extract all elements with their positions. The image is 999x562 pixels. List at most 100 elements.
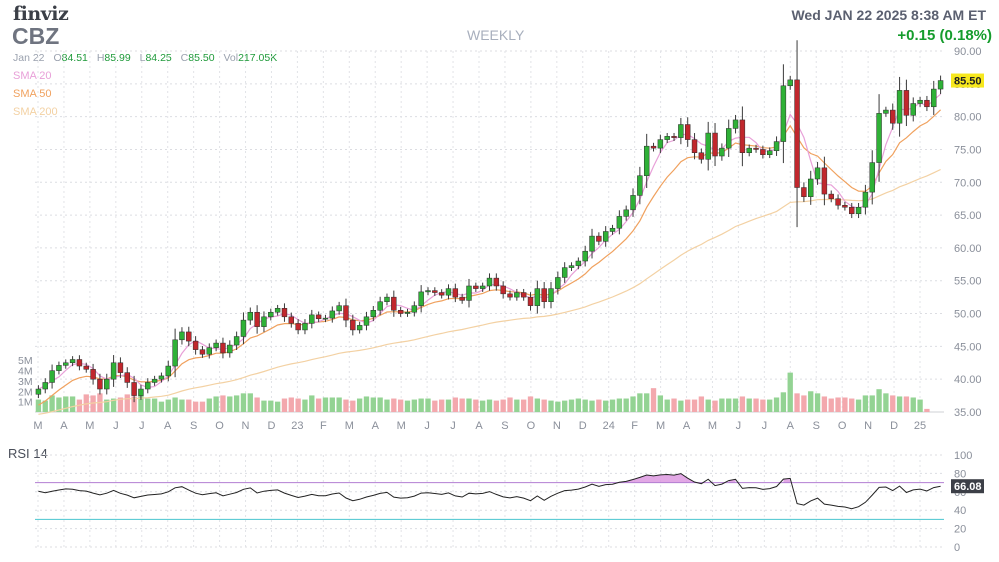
candle-body <box>404 311 411 314</box>
finviz-logo[interactable]: finviz <box>13 3 69 25</box>
candle-body <box>732 119 739 129</box>
candle-body <box>63 362 69 366</box>
candle-body <box>602 231 609 242</box>
candle-body <box>883 109 889 114</box>
candle-body <box>643 145 650 176</box>
close-label: C <box>180 52 189 64</box>
candle-body <box>794 79 800 188</box>
candle-body <box>589 235 595 252</box>
volume-bar <box>876 389 882 412</box>
volume-bar <box>322 397 329 412</box>
volume-bar <box>151 398 158 412</box>
candle-body <box>849 206 855 215</box>
volume-bar <box>746 398 752 412</box>
candle-body <box>322 317 329 320</box>
candle-body <box>835 198 841 206</box>
volume-tick-label: 1M <box>18 397 33 409</box>
volume-bar <box>657 395 664 412</box>
volume-bar <box>555 401 561 412</box>
candle-body <box>787 79 793 87</box>
timeframe-label: WEEKLY <box>467 27 525 43</box>
candle-body <box>83 365 89 370</box>
volume-bar <box>582 399 588 412</box>
volume-bar <box>104 399 110 412</box>
volume-bar <box>438 399 445 412</box>
volume-bar <box>486 399 493 412</box>
volume-bar <box>432 400 438 412</box>
volume-bar <box>493 400 500 412</box>
volume-bar <box>671 398 677 412</box>
volume-bar <box>739 396 746 412</box>
volume-bar <box>910 397 916 412</box>
candle-body <box>746 147 752 153</box>
time-tick-label: N <box>864 420 872 432</box>
low-label: L <box>139 52 146 64</box>
rsi-label: RSI 14 <box>8 446 48 461</box>
candle-body <box>104 378 110 390</box>
sma20-legend[interactable]: SMA 20 <box>13 70 52 82</box>
candle-body <box>931 88 937 108</box>
volume-bar <box>808 391 814 412</box>
volume-bar <box>862 395 869 412</box>
open-label: O <box>53 52 62 64</box>
volume-bar <box>404 400 411 412</box>
sma200-line <box>38 168 941 415</box>
volume-bar <box>562 400 568 412</box>
time-tick-label: A <box>683 420 691 432</box>
volume-bar <box>589 400 595 412</box>
time-tick-label: N <box>553 420 561 432</box>
candle-body <box>329 310 336 319</box>
candle-body <box>719 147 725 157</box>
candle-body <box>500 285 506 295</box>
candle-body <box>555 277 561 289</box>
volume-bar <box>192 401 199 412</box>
candle-body <box>384 296 390 302</box>
candle-body <box>568 265 575 268</box>
volume-bar <box>575 398 582 412</box>
volume-tick-label: 3M <box>18 376 33 388</box>
time-tick-label: M <box>708 420 717 432</box>
time-tick-label: A <box>60 420 68 432</box>
candle-body <box>917 99 923 104</box>
volume-bar <box>794 393 800 412</box>
volume-label: Vol <box>223 52 239 64</box>
candle-body <box>520 292 527 298</box>
volume-bar <box>350 400 356 412</box>
current-price-label: 85.50 <box>954 76 982 88</box>
volume-bar <box>753 398 759 412</box>
volume-bar <box>596 399 602 412</box>
candle-body <box>596 235 602 242</box>
rsi-tick-label: 20 <box>954 524 966 536</box>
volume-bar <box>828 398 834 412</box>
candle-body <box>541 288 547 302</box>
candle-body <box>288 316 295 324</box>
sma200-legend[interactable]: SMA 200 <box>13 106 58 118</box>
candle-body <box>56 365 62 371</box>
candle-body <box>165 365 171 377</box>
volume-bar <box>773 397 780 412</box>
price-tick-label: 45.00 <box>954 341 982 353</box>
volume-bar <box>172 397 178 412</box>
candle-body <box>698 152 705 160</box>
volume-bar <box>650 388 657 412</box>
volume-bar <box>473 399 479 412</box>
candle-body <box>691 139 698 153</box>
volume-bar <box>445 399 452 412</box>
candle-body <box>69 359 76 364</box>
candle-body <box>138 388 144 396</box>
rsi-chart[interactable]: 10080604020066.08 <box>0 440 999 562</box>
time-tick-label: S <box>190 420 197 432</box>
volume-bar <box>268 400 274 412</box>
volume-bar <box>500 399 506 412</box>
price-tick-label: 90.00 <box>954 46 982 58</box>
volume-bar <box>363 396 370 412</box>
volume-bar <box>726 398 732 412</box>
candle-body <box>609 227 616 232</box>
sma50-legend[interactable]: SMA 50 <box>13 88 52 100</box>
candle-body <box>418 291 424 306</box>
candle-body <box>42 382 48 390</box>
candle-body <box>158 375 165 380</box>
volume-tick-label: 4M <box>18 366 33 378</box>
volume-bar <box>391 398 397 412</box>
price-chart[interactable]: 90.0085.0080.0075.0070.0065.0060.0055.00… <box>0 0 999 440</box>
